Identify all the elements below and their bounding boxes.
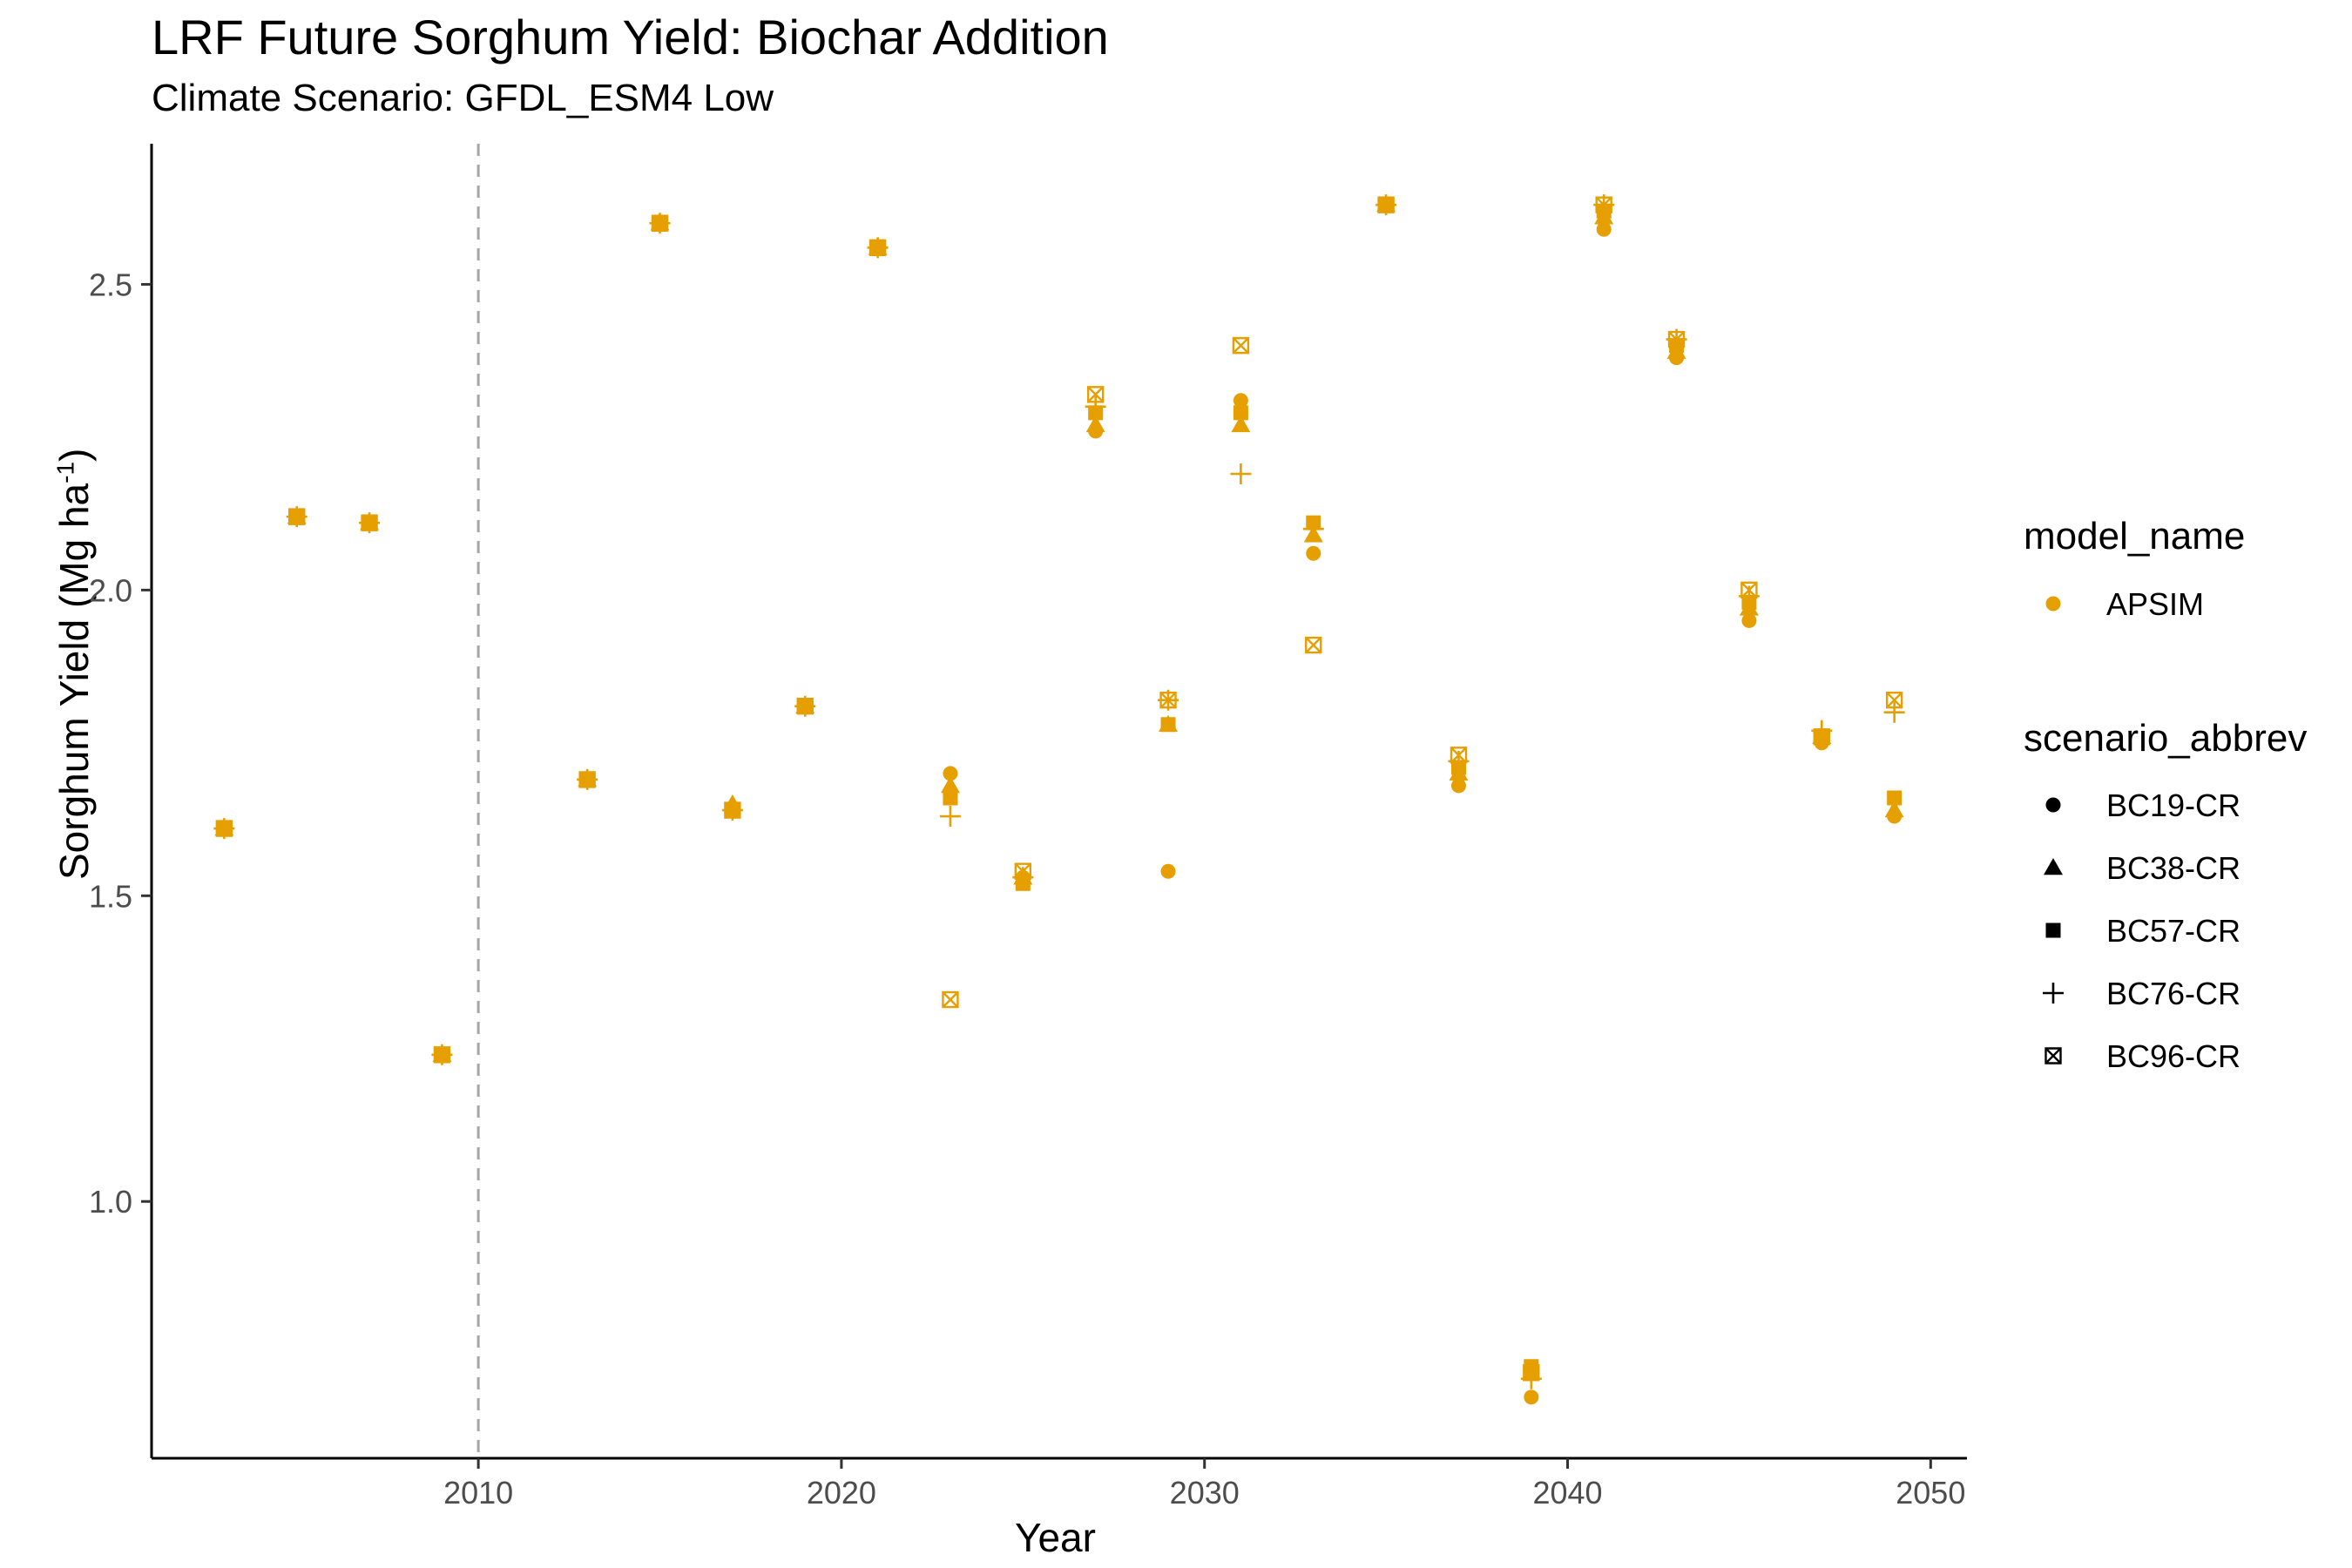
legend-key-scenario	[2045, 797, 2061, 813]
y-tick-label: 2.5	[89, 267, 132, 302]
data-point-bc96-cr	[1667, 330, 1686, 348]
data-point-bc19-cr	[943, 766, 958, 781]
data-point-bc76-cr	[939, 806, 961, 828]
data-point-bc19-cr	[1596, 221, 1612, 237]
data-point-bc76-cr	[1230, 463, 1252, 485]
data-point-bc76-cr	[1302, 518, 1324, 540]
x-tick-label: 2050	[1896, 1475, 1965, 1511]
data-point-bc57-cr	[1887, 790, 1903, 806]
data-point-bc96-cr	[1813, 728, 1830, 746]
data-point-bc19-cr	[1160, 863, 1176, 879]
legend-key-scenario	[2044, 1047, 2062, 1064]
y-tick-label: 1.5	[89, 878, 132, 914]
data-point-bc96-cr	[651, 214, 669, 232]
data-point-bc96-cr	[1014, 862, 1032, 880]
y-tick-label: 1.0	[89, 1184, 132, 1220]
data-point-bc96-cr	[1885, 691, 1903, 709]
legend-title-scenario: scenario_abbrev	[2024, 717, 2307, 760]
data-point-bc19-cr	[1741, 612, 1757, 628]
data-point-bc57-cr	[1160, 717, 1176, 733]
data-point-bc96-cr	[361, 514, 378, 531]
data-point-bc96-cr	[1086, 386, 1105, 403]
data-point-bc96-cr	[1232, 336, 1250, 355]
data-point-bc96-cr	[1595, 196, 1612, 213]
x-tick-label: 2030	[1170, 1475, 1240, 1511]
data-point-bc19-cr	[1306, 545, 1321, 561]
data-point-bc96-cr	[868, 239, 887, 257]
data-point-bc19-cr	[1233, 393, 1248, 409]
data-point-bc19-cr	[1524, 1389, 1539, 1405]
legend-label-scenario: BC57-CR	[2106, 913, 2240, 949]
legend-key-scenario	[2044, 858, 2063, 875]
legend-title-model: model_name	[2024, 515, 2245, 558]
data-point-bc96-cr	[1450, 747, 1468, 764]
data-point-bc38-cr	[1884, 801, 1904, 818]
y-tick-label: 2.0	[89, 572, 132, 608]
legend-key-model	[2045, 596, 2061, 612]
data-point-bc19-cr	[1450, 778, 1466, 794]
data-point-bc96-cr	[1377, 196, 1395, 213]
data-point-bc96-cr	[1523, 1364, 1540, 1382]
data-point-bc38-cr	[1085, 415, 1105, 433]
data-point-bc38-cr	[940, 775, 960, 794]
data-point-bc57-cr	[1233, 405, 1248, 421]
data-point-bc96-cr	[215, 820, 233, 837]
data-point-bc96-cr	[433, 1046, 451, 1064]
legend-label-scenario: BC96-CR	[2106, 1038, 2240, 1074]
legend-label-model: APSIM	[2106, 586, 2204, 622]
data-point-bc96-cr	[1740, 581, 1758, 599]
x-tick-label: 2040	[1532, 1475, 1602, 1511]
data-point-bc76-cr	[1085, 395, 1106, 417]
x-tick-label: 2010	[443, 1475, 513, 1511]
legend-label-scenario: BC19-CR	[2106, 787, 2240, 823]
data-point-bc96-cr	[724, 801, 741, 819]
chart-title: LRF Future Sorghum Yield: Biochar Additi…	[152, 10, 1109, 64]
legend-key-scenario	[2045, 923, 2061, 938]
legend-label-scenario: BC38-CR	[2106, 850, 2240, 886]
chart-subtitle: Climate Scenario: GFDL_ESM4 Low	[152, 77, 774, 119]
x-tick-label: 2020	[807, 1475, 876, 1511]
x-axis-label: Year	[1015, 1515, 1096, 1560]
data-point-bc96-cr	[578, 771, 596, 788]
legend-label-scenario: BC76-CR	[2106, 976, 2240, 1011]
data-point-bc96-cr	[1159, 691, 1177, 709]
data-point-bc96-cr	[942, 990, 959, 1009]
data-point-bc38-cr	[1231, 415, 1251, 433]
data-point-bc96-cr	[288, 508, 306, 525]
data-point-bc96-cr	[1305, 636, 1322, 654]
data-point-bc96-cr	[796, 698, 814, 715]
data-point-bc57-cr	[943, 790, 958, 806]
data-point-bc76-cr	[1883, 701, 1905, 723]
legend-key-scenario	[2043, 983, 2064, 1004]
